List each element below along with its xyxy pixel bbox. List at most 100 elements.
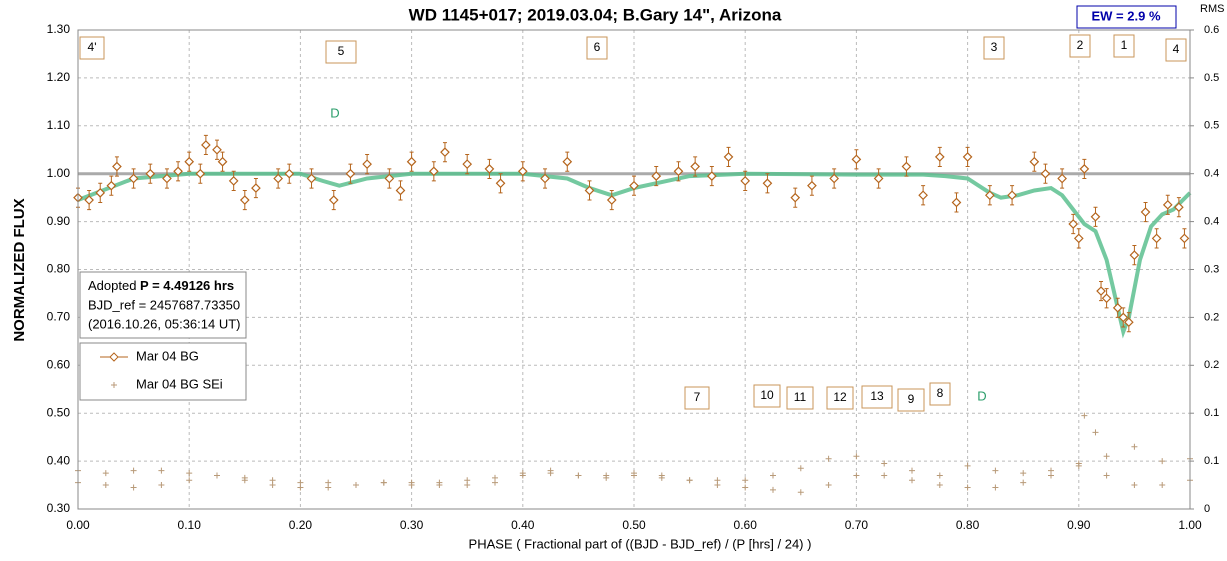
flux-marker bbox=[184, 156, 195, 167]
annotation-box bbox=[1069, 34, 1091, 58]
sei-marker bbox=[825, 455, 832, 462]
flux-marker bbox=[145, 168, 156, 179]
sei-marker bbox=[102, 470, 109, 477]
flux-marker bbox=[239, 195, 250, 205]
sei-marker bbox=[1020, 470, 1027, 477]
flux-marker bbox=[462, 159, 473, 169]
annotation-box bbox=[1165, 38, 1187, 62]
annotation-box bbox=[684, 386, 710, 410]
info-date: (2016.10.26, 05:36:14 UT) bbox=[88, 316, 241, 331]
flux-marker bbox=[84, 195, 94, 205]
flux-marker bbox=[629, 180, 639, 191]
sei-marker bbox=[881, 472, 888, 479]
sei-marker bbox=[436, 482, 443, 489]
flux-marker bbox=[540, 173, 550, 184]
flux-marker bbox=[95, 188, 106, 198]
annotation-label: 11 bbox=[794, 390, 807, 404]
sei-marker bbox=[575, 472, 582, 479]
sei-marker bbox=[241, 474, 248, 481]
sei-marker bbox=[186, 470, 193, 477]
annotation-label: 4 bbox=[1173, 42, 1180, 56]
y-tick-label: 0.60 bbox=[47, 357, 71, 371]
y2-tick-label: 0 bbox=[1204, 503, 1210, 515]
flux-marker bbox=[918, 190, 928, 201]
annotation-label: 2 bbox=[1077, 38, 1084, 52]
chart-title: WD 1145+017; 2019.03.04; B.Gary 14", Ari… bbox=[409, 5, 782, 24]
flux-marker bbox=[851, 154, 862, 165]
flux-marker bbox=[1179, 233, 1190, 244]
sei-marker bbox=[1131, 443, 1138, 450]
annotation-label: 12 bbox=[833, 390, 847, 404]
flux-marker bbox=[201, 140, 211, 150]
sei-marker bbox=[1092, 429, 1099, 436]
flux-marker bbox=[901, 161, 912, 172]
annotation-box bbox=[861, 385, 893, 409]
x-tick-label: 0.60 bbox=[734, 518, 758, 532]
sei-marker bbox=[631, 472, 637, 479]
sei-marker bbox=[686, 477, 693, 484]
flux-marker bbox=[762, 178, 773, 189]
flux-marker bbox=[1118, 312, 1129, 323]
y2-tick-label: 0.4 bbox=[1204, 168, 1219, 180]
y2-tick-label: 0.5 bbox=[1204, 120, 1219, 132]
flux-marker bbox=[1174, 202, 1184, 213]
sei-marker bbox=[992, 467, 999, 474]
sei-marker bbox=[1159, 482, 1166, 489]
sei-marker bbox=[936, 482, 943, 489]
flux-marker bbox=[440, 147, 450, 157]
y2-tick-label: 0.1 bbox=[1204, 407, 1219, 419]
flux-marker bbox=[829, 173, 840, 184]
flux-marker bbox=[428, 166, 439, 177]
sei-marker bbox=[158, 467, 165, 474]
flux-marker bbox=[690, 161, 701, 172]
flux-marker bbox=[1007, 190, 1017, 201]
ew-text: EW = 2.9 % bbox=[1092, 8, 1161, 23]
sei-marker bbox=[881, 460, 888, 467]
flux-marker bbox=[723, 152, 734, 162]
sei-marker bbox=[853, 453, 860, 460]
flux-marker bbox=[1073, 233, 1084, 244]
y2-axis-label: RMS i bbox=[1200, 3, 1227, 15]
flux-marker bbox=[384, 173, 395, 184]
sei-marker bbox=[742, 484, 749, 491]
flux-marker bbox=[1112, 302, 1123, 313]
legend-label: Mar 04 BG bbox=[136, 348, 199, 363]
info-bjd: BJD_ref = 2457687.73350 bbox=[88, 297, 240, 312]
flux-marker bbox=[173, 166, 183, 177]
sei-marker bbox=[742, 477, 749, 484]
flux-marker bbox=[328, 195, 339, 205]
flux-marker bbox=[306, 173, 317, 184]
sei-marker bbox=[1131, 482, 1138, 489]
annotation-box bbox=[753, 384, 781, 408]
x-tick-label: 0.90 bbox=[1067, 518, 1091, 532]
x-tick-label: 0.20 bbox=[289, 518, 313, 532]
flux-marker bbox=[495, 178, 506, 189]
flux-marker bbox=[128, 173, 139, 184]
sei-marker bbox=[603, 474, 610, 481]
annotation-box bbox=[826, 386, 854, 410]
info-box bbox=[79, 271, 247, 339]
flux-marker bbox=[1140, 207, 1151, 217]
y2-tick-label: 0.1 bbox=[1204, 455, 1219, 467]
sei-marker bbox=[1048, 472, 1054, 479]
sei-marker bbox=[408, 479, 415, 486]
sei-marker bbox=[1159, 458, 1166, 465]
annotation-box bbox=[79, 36, 105, 60]
annotation-label: 10 bbox=[760, 388, 774, 402]
y-axis-label: NORMALIZED FLUX bbox=[11, 198, 28, 341]
sei-marker bbox=[964, 462, 971, 469]
sei-marker bbox=[519, 472, 526, 479]
flux-marker bbox=[106, 180, 117, 191]
annotation-label: 7 bbox=[694, 390, 701, 404]
sei-marker bbox=[325, 484, 332, 491]
dip-label: D bbox=[330, 105, 339, 120]
info-line: Adopted P = 4.49126 hrs bbox=[88, 278, 234, 293]
flux-marker bbox=[284, 168, 295, 179]
sei-marker bbox=[186, 477, 193, 484]
sei-marker bbox=[770, 472, 776, 479]
annotation-box bbox=[1113, 34, 1135, 58]
flux-marker bbox=[584, 185, 595, 196]
annotation-label: 6 bbox=[594, 40, 601, 54]
x-tick-label: 0.70 bbox=[845, 518, 869, 532]
